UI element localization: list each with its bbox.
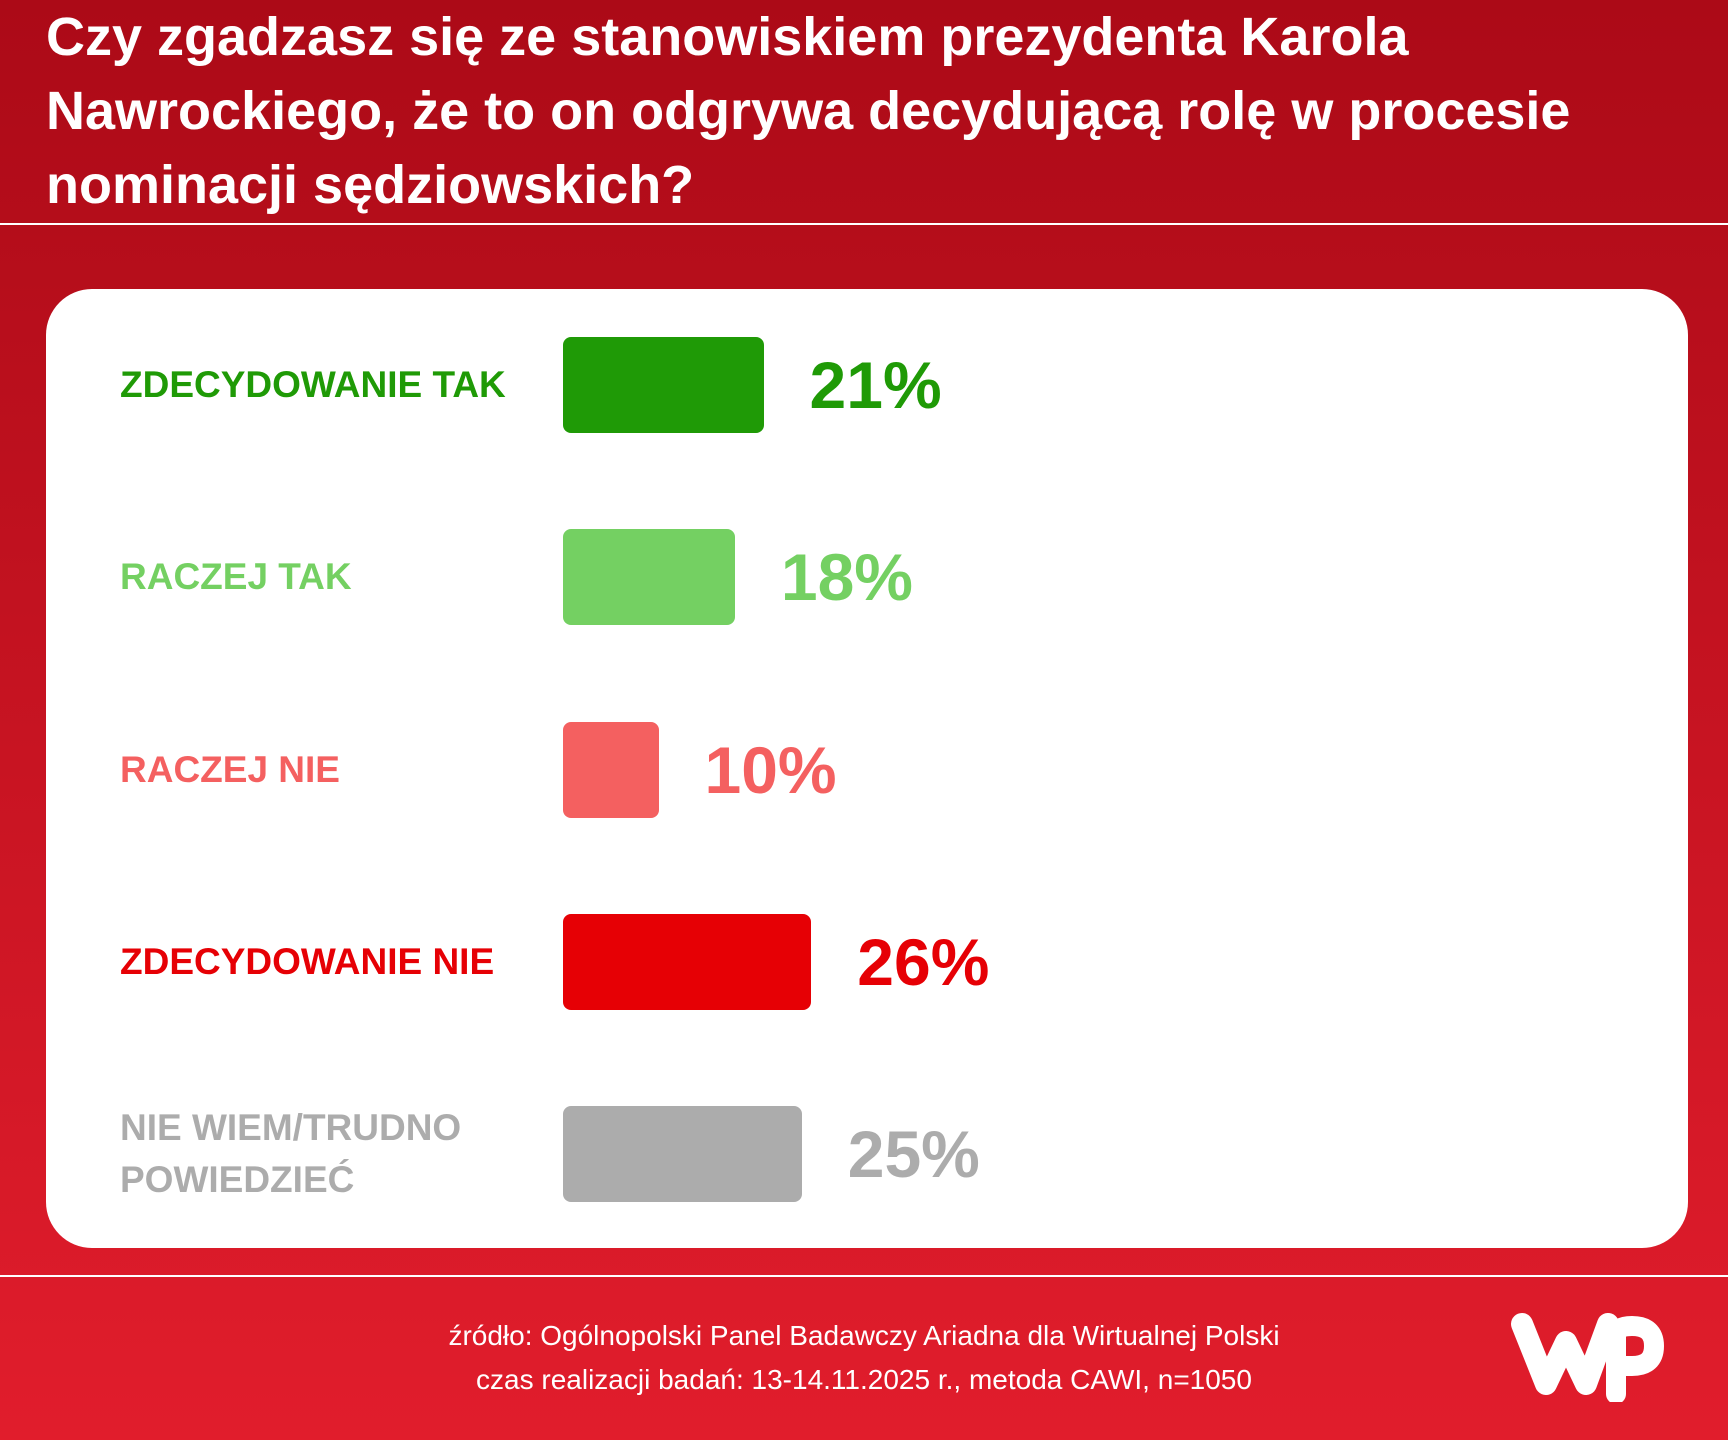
bar (563, 1106, 802, 1203)
source-note: czas realizacji badań: 13-14.11.2025 r.,… (476, 1364, 1252, 1395)
category-label: ZDECYDOWANIE NIE (120, 940, 495, 982)
category-label: ZDECYDOWANIE TAK (120, 364, 506, 405)
value-label: 18% (780, 540, 913, 615)
divider (0, 223, 1728, 225)
bar (563, 529, 735, 626)
category-label: NIE WIEM/TRUDNO POWIEDZIEĆ (120, 1107, 462, 1201)
bar (563, 913, 812, 1010)
chart-card: ZDECYDOWANIE TAK 21% RACZEJ TAK 18% RACZEJ N… (46, 289, 1688, 1248)
value-label: 10% (704, 732, 837, 807)
bar (563, 721, 659, 818)
bar (563, 337, 764, 433)
logo (1511, 1313, 1664, 1402)
category-label: RACZEJ TAK (120, 556, 352, 598)
chart-title: Czy zgadzasz się ze stanowiskiem prezyde… (46, 7, 1571, 215)
source-note: źródło: Ogólnopolski Panel Badawczy Aria… (448, 1320, 1280, 1351)
value-label: 26% (857, 924, 990, 999)
value-label: 21% (809, 348, 942, 422)
value-label: 25% (847, 1117, 980, 1192)
divider (0, 1275, 1728, 1277)
category-label: RACZEJ NIE (120, 748, 340, 790)
